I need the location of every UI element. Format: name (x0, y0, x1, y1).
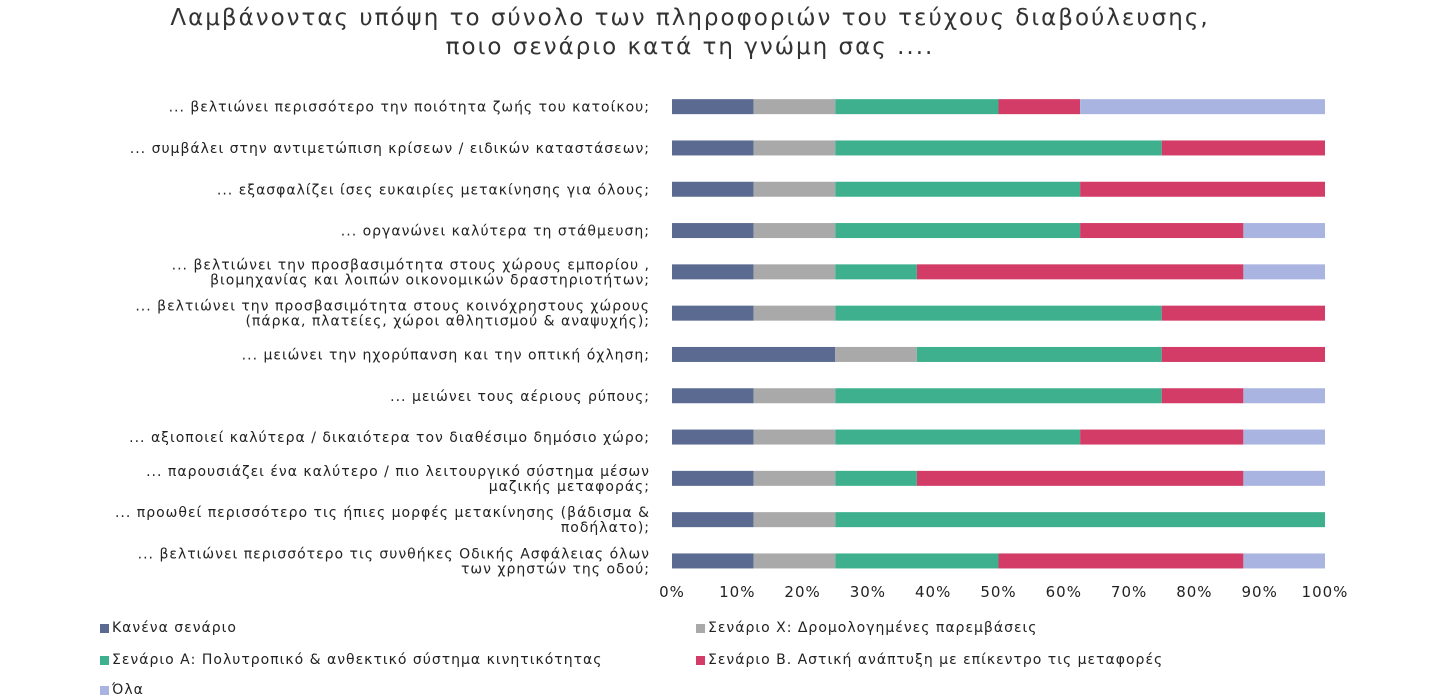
bar-segment-1-series-2 (753, 99, 836, 115)
legend-label: Όλα (112, 682, 144, 698)
bar-segment-10-series-2 (753, 470, 836, 486)
bar-segment-9-series-4 (1080, 429, 1244, 445)
bar-segment-8-series-3 (835, 388, 1162, 404)
category-label-3: ... εξασφαλίζει ίσες ευκαιρίες μετακίνησ… (217, 182, 650, 198)
bar-segment-6-series-3 (835, 305, 1162, 321)
bar-segment-12-series-2 (753, 553, 836, 569)
bar-segment-8-series-1 (672, 388, 754, 404)
bar-segment-5-series-2 (753, 264, 836, 280)
bar-segment-6-series-4 (1161, 305, 1325, 321)
bar-segment-12-series-1 (672, 553, 754, 569)
bar-segment-7-series-3 (916, 346, 1162, 362)
bar-segment-3-series-1 (672, 181, 754, 197)
category-label-5: ... βελτιώνει την προσβασιμότητα στους χ… (172, 257, 650, 288)
bar-segment-4-series-3 (835, 223, 1081, 239)
category-label-12: ... βελτιώνει περισσότερο τις συνθήκες Ο… (138, 546, 650, 577)
chart-title-line-1: Λαμβάνοντας υπόψη το σύνολο των πληροφορ… (170, 5, 1210, 31)
bar-segment-10-series-4 (916, 470, 1244, 486)
bar-segment-12-series-4 (998, 553, 1244, 569)
bar-segment-8-series-5 (1243, 388, 1325, 404)
bar-segment-1-series-3 (835, 99, 999, 115)
bar-segment-9-series-3 (835, 429, 1081, 445)
bar-segment-4-series-5 (1243, 223, 1325, 239)
bar-segment-6-series-2 (753, 305, 836, 321)
bar-segment-2-series-1 (672, 140, 754, 156)
legend-swatch (696, 623, 705, 633)
legend-label: Σενάριο Α: Πολυτροπικό & ανθεκτικό σύστη… (112, 652, 603, 668)
category-label-10: ... παρουσιάζει ένα καλύτερο / πιο λειτο… (146, 464, 650, 495)
bar-segment-4-series-1 (672, 223, 754, 239)
bar-segment-5-series-3 (835, 264, 917, 280)
x-tick-label-11: 100% (1302, 583, 1349, 601)
bar-segment-5-series-4 (916, 264, 1244, 280)
bar-segment-8-series-2 (753, 388, 836, 404)
legend-swatch (100, 685, 109, 695)
bar-segment-3-series-4 (1080, 181, 1325, 197)
bar-segment-12-series-3 (835, 553, 999, 569)
x-tick-label-7: 60% (1046, 583, 1082, 601)
bar-segment-5-series-5 (1243, 264, 1325, 280)
legend-swatch (100, 655, 109, 665)
x-tick-label-2: 10% (719, 583, 755, 601)
category-label-8: ... μειώνει τους αέριους ρύπους; (390, 389, 650, 405)
legend-label: Σενάριο Χ: Δρομολογημένες παρεμβάσεις (708, 620, 1038, 636)
category-label-9: ... αξιοποιεί καλύτερα / δικαιότερα τον … (129, 430, 650, 446)
bar-segment-3-series-3 (835, 181, 1081, 197)
x-tick-label-1: 0% (659, 583, 685, 601)
category-label-4: ... οργανώνει καλύτερα τη στάθμευση; (341, 224, 650, 240)
bar-segment-1-series-1 (672, 99, 754, 115)
bar-segment-10-series-1 (672, 470, 754, 486)
category-label-11: ... προωθεί περισσότερο τις ήπιες μορφές… (115, 505, 650, 536)
bar-segment-11-series-2 (753, 512, 836, 528)
x-tick-label-8: 70% (1111, 583, 1147, 601)
bar-segment-9-series-5 (1243, 429, 1325, 445)
bar-segment-6-series-1 (672, 305, 754, 321)
bar-segment-1-series-5 (1080, 99, 1325, 115)
category-label-7: ... μειώνει την ηχορύπανση και την οπτικ… (242, 347, 650, 363)
bar-segment-4-series-2 (753, 223, 836, 239)
legend-label: Σενάριο Β. Αστική ανάπτυξη με επίκεντρο … (708, 652, 1164, 668)
x-tick-label-6: 50% (980, 583, 1016, 601)
legend-item-1: Κανένα σενάριο (100, 620, 237, 636)
category-label-2: ... συμβάλει στην αντιμετώπιση κρίσεων /… (130, 141, 650, 157)
legend-item-4: Σενάριο Β. Αστική ανάπτυξη με επίκεντρο … (696, 652, 1163, 668)
bar-segment-2-series-3 (835, 140, 1162, 156)
bar-segment-5-series-1 (672, 264, 754, 280)
bar-segment-1-series-4 (998, 99, 1081, 115)
chart-title: Λαμβάνοντας υπόψη το σύνολο των πληροφορ… (0, 4, 1380, 62)
bar-segment-7-series-2 (835, 346, 917, 362)
category-label-1: ... βελτιώνει περισσότερο την ποιότητα ζ… (169, 100, 650, 116)
legend-item-2: Σενάριο Χ: Δρομολογημένες παρεμβάσεις (696, 620, 1037, 636)
x-tick-label-5: 40% (915, 583, 951, 601)
bar-segment-12-series-5 (1243, 553, 1325, 569)
bar-segment-10-series-3 (835, 470, 917, 486)
x-tick-label-10: 90% (1242, 583, 1278, 601)
bar-segment-8-series-4 (1161, 388, 1244, 404)
bar-segment-9-series-2 (753, 429, 836, 445)
bar-segment-9-series-1 (672, 429, 754, 445)
x-tick-label-3: 20% (784, 583, 820, 601)
bar-segment-11-series-1 (672, 512, 754, 528)
legend-label: Κανένα σενάριο (112, 620, 237, 636)
legend-swatch (100, 623, 109, 633)
x-tick-label-9: 80% (1176, 583, 1212, 601)
x-tick-label-4: 30% (850, 583, 886, 601)
bar-segment-10-series-5 (1243, 470, 1325, 486)
bar-segment-2-series-2 (753, 140, 836, 156)
legend-swatch (696, 655, 705, 665)
bar-segment-2-series-4 (1161, 140, 1325, 156)
bar-segment-11-series-3 (835, 512, 1325, 528)
legend-item-5: Όλα (100, 682, 144, 698)
bar-segment-7-series-1 (672, 346, 836, 362)
category-label-6: ... βελτιώνει την προσβασιμότητα στους κ… (135, 299, 650, 330)
bar-segment-3-series-2 (753, 181, 836, 197)
bar-segment-7-series-4 (1161, 346, 1325, 362)
chart-title-line-2: ποιο σενάριο κατά τη γνώμη σας .... (445, 34, 935, 60)
bar-segment-4-series-4 (1080, 223, 1244, 239)
legend-item-3: Σενάριο Α: Πολυτροπικό & ανθεκτικό σύστη… (100, 652, 602, 668)
